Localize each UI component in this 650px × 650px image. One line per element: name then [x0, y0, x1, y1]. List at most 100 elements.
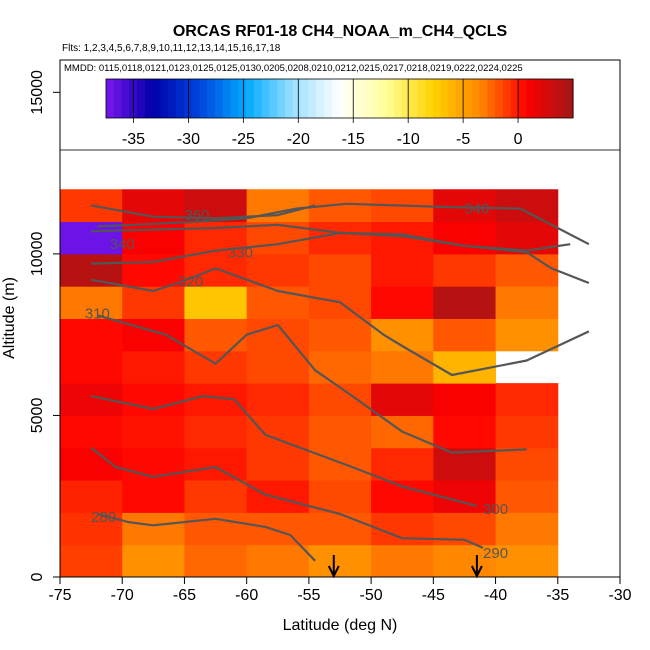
colorbar-segment	[269, 79, 278, 118]
colorbar-segment	[152, 79, 162, 118]
colorbar-segment	[541, 79, 551, 118]
heatmap-cell	[60, 253, 123, 287]
heatmap-cell	[371, 480, 434, 513]
heatmap-cell	[495, 512, 559, 546]
y-tick-label: 15000	[29, 70, 46, 115]
y-tick-label: 10000	[29, 232, 46, 277]
colorbar-segment	[487, 79, 496, 118]
heatmap-cell	[495, 447, 559, 481]
heatmap-cell	[433, 383, 497, 416]
colorbar-segment	[370, 79, 380, 118]
contour-line-290	[90, 446, 484, 549]
colorbar-segment	[464, 79, 473, 118]
colorbar-segment	[502, 79, 512, 118]
heatmap-cell	[60, 350, 123, 384]
colorbar-segment	[121, 79, 130, 118]
heatmap-cell	[308, 415, 372, 449]
heatmap-cell	[495, 480, 559, 513]
heatmap-cell	[433, 415, 497, 449]
heatmap-cell	[184, 447, 248, 481]
heatmap-cell	[495, 253, 559, 287]
heatmap-cell	[246, 383, 310, 416]
colorbar-segment	[347, 79, 356, 118]
colorbar-segment	[393, 79, 403, 118]
colorbar-segment	[565, 79, 574, 118]
x-tick-label: -45	[422, 587, 445, 604]
colorbar-segment	[191, 79, 200, 118]
x-tick-label: -40	[484, 587, 507, 604]
y-axis: 0 5000 10000 15000	[29, 60, 61, 581]
heatmap-cell	[371, 383, 434, 416]
heatmap-cell	[246, 318, 310, 352]
marker-arrow-head	[327, 565, 340, 579]
heatmap-cell	[122, 415, 185, 449]
heatmap-cell	[495, 544, 559, 578]
colorbar-tick-label: -15	[342, 131, 365, 148]
heatmap-cell	[184, 383, 248, 416]
heatmap-cell	[60, 318, 123, 352]
contour-label: 290	[483, 545, 508, 562]
heatmap-cell	[184, 480, 248, 513]
colorbar-segment	[518, 79, 527, 118]
heatmap-cell	[308, 512, 372, 546]
colorbar-segment	[144, 79, 154, 118]
heatmap-cell	[246, 350, 310, 384]
colorbar-segment	[106, 79, 115, 118]
colorbar-segment	[222, 79, 232, 118]
contour-line-320	[90, 267, 590, 377]
colorbar	[105, 78, 574, 119]
colorbar-tick-label: -25	[232, 131, 255, 148]
colorbar-segment	[113, 79, 123, 118]
colorbar-segment	[471, 79, 481, 118]
contour-label: 360	[184, 207, 209, 224]
heatmap-cell	[433, 189, 497, 223]
heatmap-cell	[184, 415, 248, 449]
chart-title: ORCAS RF01-18 CH4_NOAA_m_CH4_QCLS	[173, 23, 508, 40]
contour-line-360	[90, 204, 316, 220]
heatmap-cell	[308, 544, 372, 578]
heatmap-cell	[184, 286, 248, 319]
colorbar-segment	[440, 79, 450, 118]
heatmap-cell	[495, 415, 559, 449]
colorbar-segment	[316, 79, 325, 118]
heatmap-cell	[60, 415, 123, 449]
x-axis: -75 -70 -65 -60 -55 -50 -45 -40 -35 -30	[48, 576, 632, 604]
heatmap-cell	[246, 415, 310, 449]
dates-label: MMDD: 0115,0118,0121,0123,0125,0125,0130…	[64, 63, 523, 74]
colorbar-segment	[261, 79, 271, 118]
colorbar-segment	[277, 79, 286, 118]
x-tick-label: -65	[173, 587, 196, 604]
x-tick-label: -35	[546, 587, 569, 604]
contour-label: 340	[464, 201, 489, 218]
heatmap-cell	[60, 480, 123, 513]
heatmap-cell	[122, 512, 185, 546]
colorbar-segment	[378, 79, 387, 118]
heatmap-cell	[122, 383, 185, 416]
colorbar-segment	[526, 79, 535, 118]
colorbar-segment	[292, 79, 302, 118]
colorbar-segment	[160, 79, 169, 118]
colorbar-segment	[199, 79, 208, 118]
colorbar-segment	[417, 79, 426, 118]
heatmap-cell	[60, 383, 123, 416]
heatmap-cell	[433, 447, 497, 481]
colorbar-segment	[238, 79, 247, 118]
contour-line-340	[91, 223, 571, 252]
colorbar-segment	[534, 79, 543, 118]
x-tick-label: -70	[111, 587, 134, 604]
colorbar-segment	[448, 79, 457, 118]
colorbar-segment	[401, 79, 411, 118]
contour-label: 300	[483, 501, 508, 518]
colorbar-segment	[339, 79, 348, 118]
colorbar-segment	[207, 79, 216, 118]
heatmap-cell	[371, 544, 434, 578]
contour-label: 330	[228, 244, 253, 261]
heatmap-cell	[246, 544, 310, 578]
colorbar-tick-label: -10	[397, 131, 420, 148]
contour-line-310	[97, 314, 527, 454]
heatmap-cell	[122, 447, 185, 481]
colorbar-segment	[362, 79, 372, 118]
contour-line-300	[90, 395, 478, 507]
colorbar-tick-label: -30	[177, 131, 200, 148]
